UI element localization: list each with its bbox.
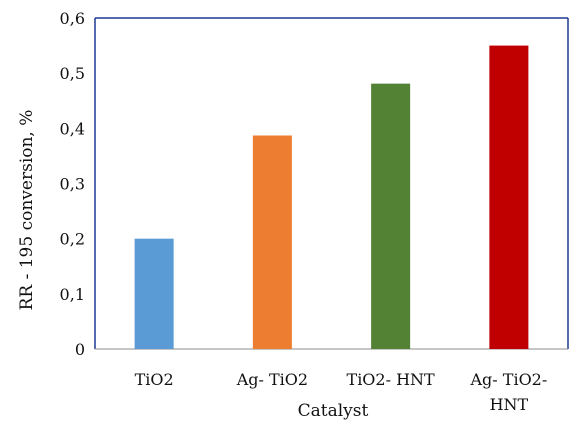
bars [134, 45, 529, 350]
y-tick-label: 0,5 [60, 64, 85, 83]
bar-4 [489, 45, 529, 349]
x-tick-label: TiO2 [135, 370, 174, 389]
y-tick-label: 0,1 [60, 285, 85, 304]
y-tick-label: 0,6 [60, 9, 85, 28]
x-tick-label: TiO2- HNT [347, 370, 436, 389]
y-tick-label: 0,4 [60, 119, 85, 138]
y-tick-label: 0 [75, 340, 85, 359]
y-tick-label: 0,2 [60, 230, 85, 249]
x-tick-label: Ag- TiO2 [236, 370, 308, 389]
bar-1 [134, 238, 174, 349]
bar-3 [371, 83, 411, 350]
y-axis-label: RR - 195 conversion, % [17, 110, 37, 311]
plot-frame [94, 17, 569, 350]
x-tick-labels: TiO2 Ag- TiO2 TiO2- HNT Ag- TiO2-HNT [135, 370, 548, 414]
y-tick-label: 0,3 [60, 175, 85, 194]
x-axis-label: Catalyst [298, 401, 369, 421]
bar-2 [252, 135, 292, 349]
y-tick-labels: 0 0,1 0,2 0,3 0,4 0,5 0,6 [60, 9, 85, 359]
x-tick-label: Ag- TiO2-HNT [469, 370, 547, 414]
